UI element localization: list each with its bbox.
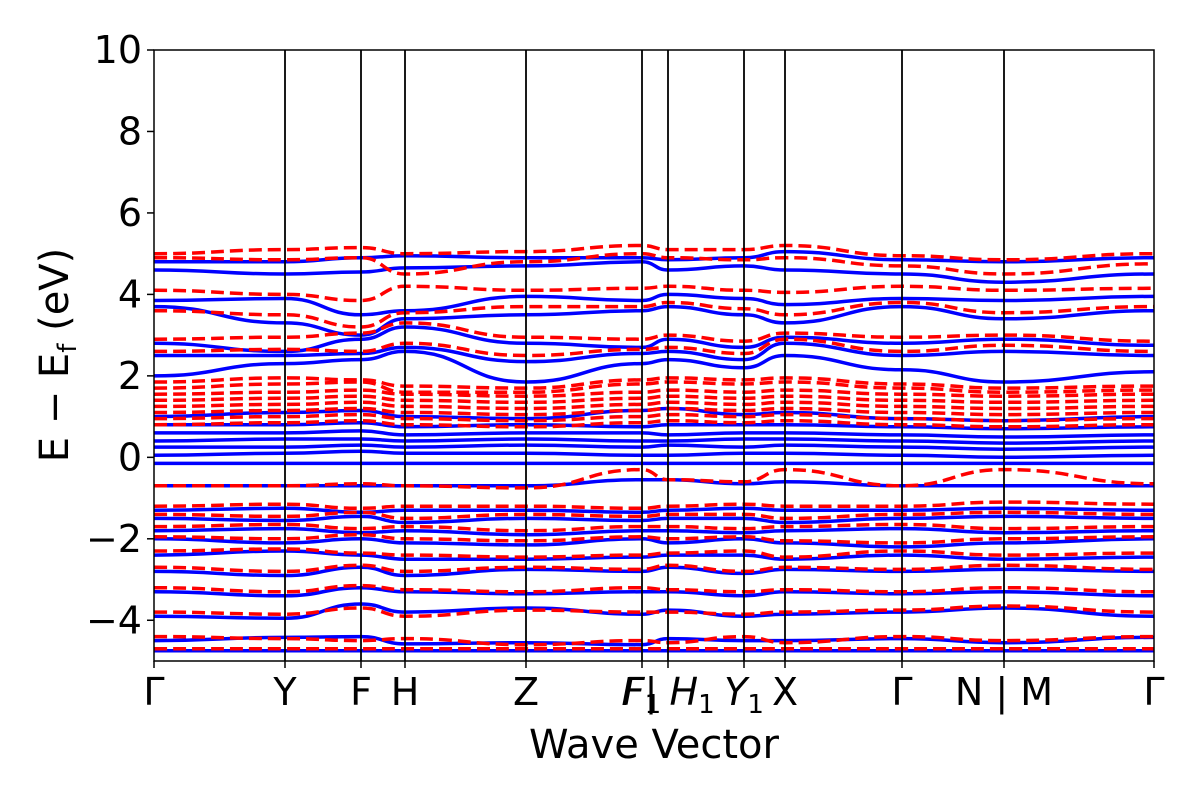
red-dashed-band-6 [154, 532, 1154, 545]
x-tick-label: X [772, 670, 798, 714]
y-axis-label-unit: (eV) [32, 248, 78, 344]
red-dashed-band-15 [154, 394, 1154, 405]
blue-solid-band-23 [154, 260, 1154, 284]
red-dashed-band-4 [154, 563, 1154, 574]
blue-solid-band-16 [154, 420, 1154, 431]
y-tick-label: 4 [118, 272, 142, 316]
y-tick-label: −2 [86, 517, 142, 561]
red-dashed-band-11 [154, 418, 1154, 429]
plot-frame [153, 49, 1155, 662]
x-tick-label: Y1 [724, 670, 764, 720]
x-tick-label: Γ [891, 670, 912, 714]
red-dashed-band-1 [154, 634, 1154, 647]
red-dashed-band-12 [154, 412, 1154, 423]
x-tick-label: Y [272, 670, 297, 714]
x-tick-label: I | H1 [621, 670, 714, 720]
blue-solid-band-14 [154, 437, 1154, 445]
x-tick-label: F1 [623, 670, 661, 720]
blue-solid-band-9 [154, 506, 1154, 515]
red-dashed-band-22 [154, 284, 1154, 303]
red-dashed-band-19 [154, 337, 1154, 358]
red-dashed-band-7 [154, 522, 1154, 533]
red-dashed-band-23 [154, 251, 1154, 276]
y-tick-label: 10 [94, 28, 142, 72]
blue-solid-band-20 [154, 325, 1154, 354]
red-dashed-band-5 [154, 547, 1154, 559]
x-tick-label: Γ [143, 670, 164, 714]
y-axis-label-main: E − E [32, 353, 78, 463]
x-tick-label: F [350, 670, 372, 714]
x-tick-label: H [391, 670, 420, 714]
y-tick-label: 8 [118, 109, 142, 153]
blue-solid-band-13 [154, 443, 1154, 451]
blue-solid-band-4 [154, 565, 1154, 578]
y-tick-label: 2 [118, 354, 142, 398]
high-symmetry-lines [284, 50, 1005, 661]
blue-solid-band-18 [154, 349, 1154, 384]
red-dashed-band-9 [154, 500, 1154, 511]
y-axis-label: E − Ef (eV) [32, 248, 83, 463]
blue-solid-band-19 [154, 341, 1154, 364]
red-dashed-band-17 [154, 380, 1154, 394]
blue-solid-band-15 [154, 429, 1154, 439]
red-dashed-band-14 [154, 400, 1154, 411]
y-tick-label: 0 [118, 435, 142, 479]
red-dashed-band-20 [154, 321, 1154, 343]
blue-solid-band-3 [154, 585, 1154, 598]
x-tick-label: Z [513, 670, 539, 714]
blue-solid-band-22 [154, 292, 1154, 317]
red-dashed-band-10 [154, 467, 1154, 490]
x-axis-ticks: Γ Y F H Z F1I | H1 Y1 X Γ N | M Γ [143, 661, 1165, 720]
x-tick-label: N | M [955, 670, 1053, 715]
red-dashed-band-18 [154, 376, 1154, 390]
y-tick-label: 6 [118, 191, 142, 235]
red-dashed-band-2 [154, 604, 1154, 618]
blue-solid-band-5 [154, 549, 1154, 561]
blue-solid-band-8 [154, 514, 1154, 525]
y-axis-label-subscript: f [53, 343, 83, 353]
bands-layer [154, 243, 1154, 653]
blue-solid-band-12 [154, 449, 1154, 460]
blue-solid-band-7 [154, 526, 1154, 537]
y-tick-label: −4 [86, 598, 142, 642]
red-dashed-band-13 [154, 406, 1154, 417]
red-dashed-band-16 [154, 388, 1154, 398]
blue-solid-band-6 [154, 537, 1154, 549]
red-dashed-band-24 [154, 243, 1154, 262]
red-dashed-band-3 [154, 583, 1154, 594]
red-dashed-band-8 [154, 510, 1154, 521]
blue-solid-band-10 [154, 477, 1154, 488]
x-axis-label: Wave Vector [529, 722, 780, 768]
y-axis-ticks: −4 −2 0 2 4 6 8 10 [86, 28, 154, 642]
x-tick-label: Γ [1143, 670, 1164, 714]
